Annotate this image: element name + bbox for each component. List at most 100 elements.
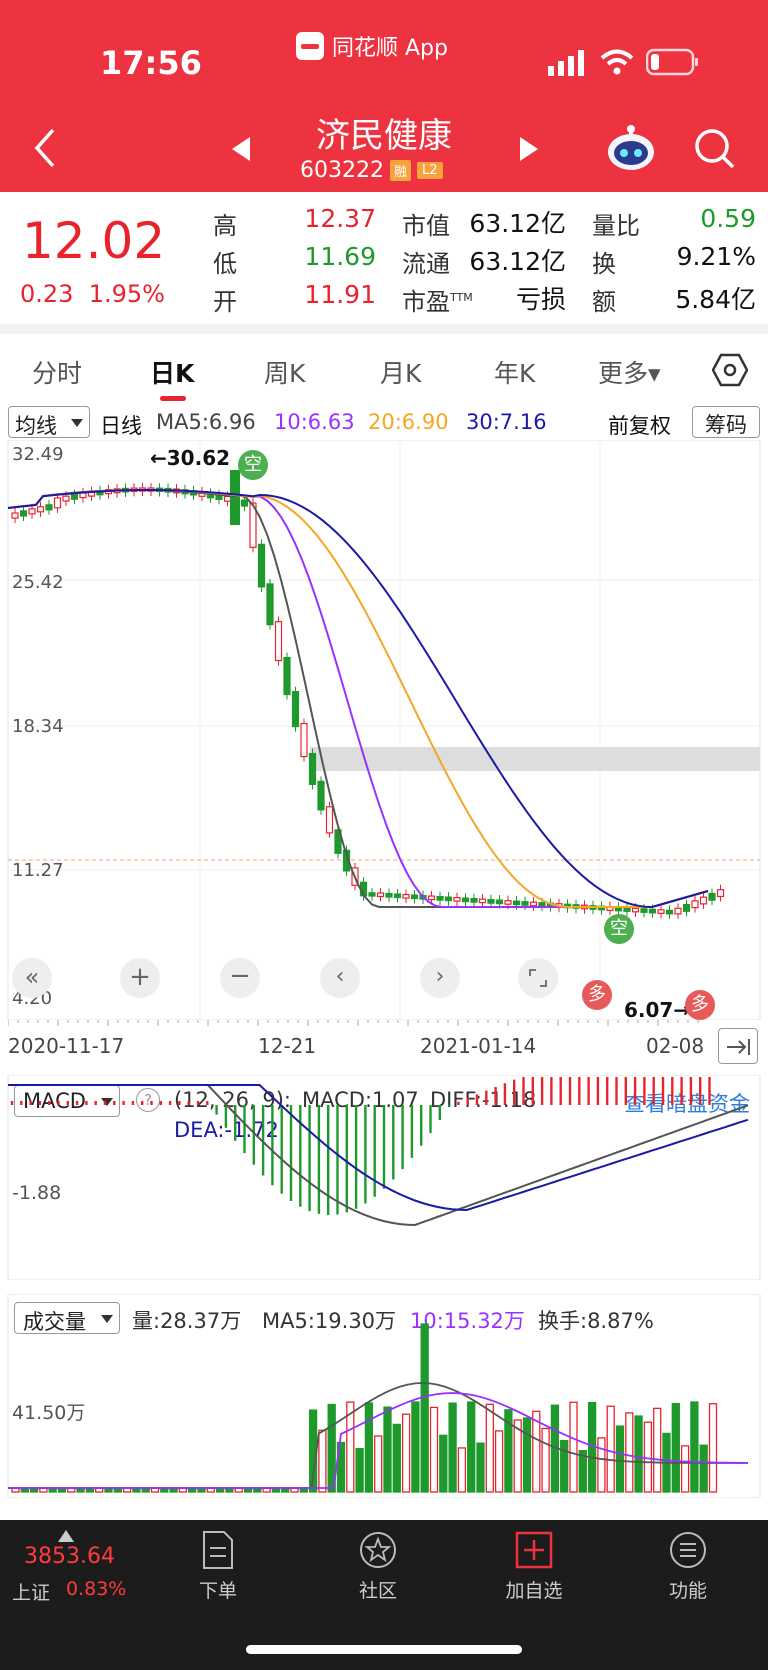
volume-bar (364, 1402, 374, 1493)
nav-functions[interactable]: 功能 (638, 1530, 738, 1603)
x-axis-ticks (8, 1020, 699, 1026)
volume-bar (504, 1409, 513, 1493)
header-bar: 17:56 同花顺 App 济民健康 603222 融 (0, 0, 768, 192)
volume-bar (569, 1401, 578, 1493)
candle (640, 908, 648, 913)
volume-dropdown[interactable]: 成交量 (14, 1302, 120, 1334)
fullscreen-button[interactable] (518, 958, 558, 998)
macd-chart[interactable] (0, 1075, 768, 1280)
candle (223, 495, 232, 502)
candle (257, 543, 266, 588)
candle (512, 900, 521, 906)
pe-value: 亏损 (515, 285, 566, 314)
x-label-0: 2020-11-17 (8, 1034, 125, 1058)
tab-daily-k[interactable]: 日K (150, 359, 195, 388)
volume-bar (690, 1401, 699, 1493)
volume-ma10: 10:15.32万 (410, 1309, 525, 1333)
nav-add-watchlist[interactable]: 加自选 (484, 1530, 584, 1603)
volume-bar (318, 1429, 327, 1493)
candle (240, 499, 249, 507)
tab-more[interactable]: 更多▾ (598, 359, 661, 388)
sell-signal-badge[interactable]: 空 (238, 450, 268, 480)
ma20-line (7, 489, 709, 908)
up-arrow-icon (58, 1530, 74, 1542)
scroll-left-fast-button[interactable]: « (12, 958, 52, 998)
volume-bar (355, 1447, 364, 1493)
tab-intraday[interactable]: 分时 (32, 359, 83, 388)
tab-yearly-k[interactable]: 年K (494, 359, 536, 388)
index-value[interactable]: 3853.64 (24, 1544, 115, 1569)
chevron-down-icon (101, 1315, 113, 1323)
volume-bar (485, 1403, 494, 1493)
app-source-indicator[interactable]: 同花顺 App (296, 30, 448, 62)
candle (478, 898, 487, 904)
volume-bar (457, 1447, 467, 1493)
low-value: 11.69 (304, 242, 376, 271)
back-icon[interactable] (34, 128, 56, 168)
tab-weekly-k[interactable]: 周K (264, 359, 306, 388)
y-label-4: 11.27 (12, 860, 64, 881)
volume-y-label: 41.50万 (12, 1402, 86, 1424)
volume-ratio-label: 量比 (592, 212, 640, 240)
app-name: 同花顺 App (332, 36, 448, 61)
nav-order[interactable]: 下单 (168, 1530, 268, 1603)
buy-signal-badge-2[interactable]: 多 (685, 990, 715, 1020)
stock-name: 济民健康 (316, 116, 452, 156)
next-stock-icon[interactable] (518, 136, 540, 162)
volume-bar (708, 1403, 718, 1493)
low-marker: 6.07→ (624, 998, 691, 1022)
buy-signal-badge[interactable]: 多 (582, 980, 612, 1010)
margin-tag: 融 (389, 160, 411, 181)
candle (325, 806, 334, 834)
help-icon[interactable]: ? (136, 1088, 160, 1112)
candle (308, 752, 317, 785)
step-left-button[interactable]: ‹ (320, 958, 360, 998)
zoom-out-button[interactable]: − (220, 958, 260, 998)
volume-bar (560, 1439, 569, 1493)
jump-end-icon (727, 1039, 750, 1055)
turnover-label: 换 (592, 250, 616, 278)
volume-bar (346, 1401, 355, 1493)
volume-bar (699, 1444, 708, 1493)
adjust-mode[interactable]: 前复权 (608, 414, 671, 438)
turnover-value: 9.21% (676, 242, 756, 271)
chevron-down-icon (101, 1098, 113, 1106)
chips-button[interactable]: 筹码 (692, 406, 760, 438)
candle (716, 889, 725, 898)
ma20-legend: 20:6.90 (368, 410, 449, 434)
candle (368, 892, 376, 897)
settings-hexagon-icon[interactable] (712, 352, 748, 388)
separator (0, 324, 768, 334)
ma10-line (7, 489, 709, 908)
jump-latest-button[interactable] (718, 1028, 758, 1064)
dea-line (8, 1084, 749, 1212)
prev-stock-icon[interactable] (230, 136, 252, 162)
star-circle-icon (360, 1532, 396, 1568)
candle (283, 656, 291, 696)
search-icon[interactable] (694, 128, 736, 170)
amount-label: 额 (592, 288, 616, 316)
volume-chart[interactable] (0, 1294, 768, 1498)
add-square-icon (515, 1531, 553, 1569)
ma10-legend: 10:6.63 (274, 410, 355, 434)
indicator-dropdown[interactable]: 均线 (8, 406, 90, 438)
robot-assistant-icon[interactable] (606, 124, 656, 172)
step-right-button[interactable]: › (420, 958, 460, 998)
volume-bar (336, 1441, 346, 1493)
volume-bar (420, 1323, 429, 1493)
volume-bar (476, 1442, 485, 1493)
diff-value: DIFF:-1.18 (430, 1088, 537, 1112)
turnover-rate: 换手:8.87% (538, 1309, 654, 1333)
candle (674, 907, 682, 915)
volume-bar (634, 1415, 643, 1493)
sell-signal-badge-2[interactable]: 空 (604, 914, 634, 944)
candle (487, 899, 495, 904)
candle (266, 583, 274, 626)
tab-monthly-k[interactable]: 月K (380, 359, 422, 388)
candle (529, 901, 538, 907)
kline-chart[interactable] (0, 440, 768, 1020)
open-label: 开 (213, 288, 237, 316)
zoom-in-button[interactable]: + (120, 958, 160, 998)
menu-circle-icon (670, 1532, 706, 1568)
nav-community[interactable]: 社区 (328, 1530, 428, 1603)
